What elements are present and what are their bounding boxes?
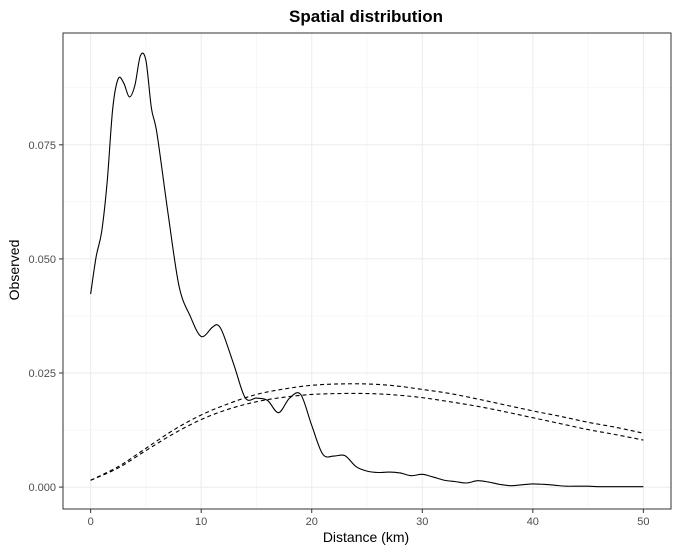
- panel-border: [62, 32, 672, 510]
- x-tick-label-3: 30: [416, 516, 428, 528]
- x-tick-label-4: 40: [527, 516, 539, 528]
- axis-ticks: 0 10 20 30 40 50 0.000 0.025 0.050 0.075: [28, 140, 649, 528]
- x-tick-label-5: 50: [637, 516, 649, 528]
- y-tick-label-2: 0.050: [28, 254, 56, 266]
- x-tick-label-0: 0: [88, 516, 94, 528]
- series-line-1: [90, 383, 644, 481]
- series-line-2: [90, 392, 644, 481]
- y-axis-title: Observed: [6, 240, 22, 301]
- y-tick-label-1: 0.025: [28, 368, 56, 380]
- x-tick-label-2: 20: [306, 516, 318, 528]
- chart-title: Spatial distribution: [289, 7, 443, 26]
- x-tick-label-1: 10: [195, 516, 207, 528]
- y-tick-label-3: 0.075: [28, 140, 56, 152]
- x-axis-title: Distance (km): [323, 529, 409, 545]
- grid-lines: [63, 33, 671, 509]
- y-tick-label-0: 0.000: [28, 482, 56, 494]
- series-line-0: [90, 52, 644, 488]
- series-layer: [90, 52, 644, 488]
